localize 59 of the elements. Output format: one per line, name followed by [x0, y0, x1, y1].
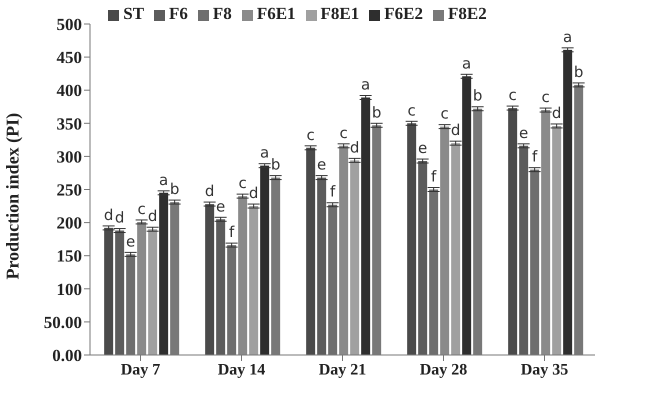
data-label: d — [450, 121, 460, 140]
data-label: f — [330, 182, 336, 201]
data-label: f — [431, 168, 437, 186]
x-tick-label: Day 21 — [318, 361, 366, 378]
data-label: a — [260, 144, 270, 162]
data-label: d — [204, 182, 214, 200]
y-tick-label: 150 — [56, 246, 82, 266]
data-label: e — [216, 197, 226, 216]
x-tick-label: Day 28 — [420, 361, 468, 378]
legend-label: F8 — [212, 4, 232, 23]
data-label: d — [350, 138, 360, 156]
y-tick-label: 400 — [56, 81, 82, 100]
data-label: a — [462, 54, 472, 72]
data-label: c — [306, 126, 315, 144]
y-tick-label: 500 — [56, 15, 82, 34]
data-label: d — [148, 207, 158, 226]
legend-label: F8E1 — [320, 4, 360, 23]
data-label: a — [563, 28, 572, 46]
data-label: a — [361, 75, 370, 94]
data-label: c — [340, 124, 348, 142]
y-tick-label: 350 — [56, 114, 82, 134]
data-label: d — [248, 184, 258, 202]
data-label: e — [126, 232, 136, 250]
data-label: e — [519, 124, 528, 142]
y-tick-label: 300 — [56, 147, 82, 166]
legend-label: F6 — [169, 4, 188, 23]
data-label: f — [532, 148, 538, 166]
legend-label: F6E2 — [384, 4, 424, 23]
y-tick-label: 100 — [56, 280, 82, 299]
y-tick-label: 250 — [56, 180, 82, 200]
data-label: c — [542, 88, 550, 106]
data-label: a — [159, 170, 168, 189]
data-label: b — [372, 103, 382, 122]
y-tick-label: 450 — [56, 48, 82, 68]
data-label: c — [508, 86, 517, 104]
data-label: e — [317, 156, 326, 174]
legend-label: ST — [123, 4, 144, 23]
data-label: c — [238, 174, 247, 192]
data-label: d — [552, 104, 562, 122]
x-tick-label: Day 35 — [520, 361, 568, 378]
data-label: c — [408, 101, 416, 120]
data-label: b — [574, 62, 584, 81]
y-axis-title: Production index (PI) — [2, 112, 22, 280]
data-label: c — [138, 200, 146, 218]
y-tick-label: 0.00 — [52, 346, 82, 366]
y-tick-label: 200 — [56, 214, 82, 233]
data-label: b — [472, 86, 482, 105]
x-tick-label: Day 7 — [120, 361, 160, 378]
data-label: f — [229, 223, 235, 242]
data-label: e — [418, 139, 428, 158]
legend-label: F8E2 — [448, 4, 487, 23]
data-label: c — [440, 104, 449, 123]
y-tick-label: 50.00 — [44, 312, 82, 332]
data-label: d — [104, 206, 114, 224]
data-label: b — [170, 180, 180, 198]
data-label: d — [114, 208, 124, 227]
x-tick-label: Day 14 — [218, 361, 266, 378]
legend-label: F6E1 — [256, 4, 296, 23]
data-label: b — [270, 156, 280, 174]
